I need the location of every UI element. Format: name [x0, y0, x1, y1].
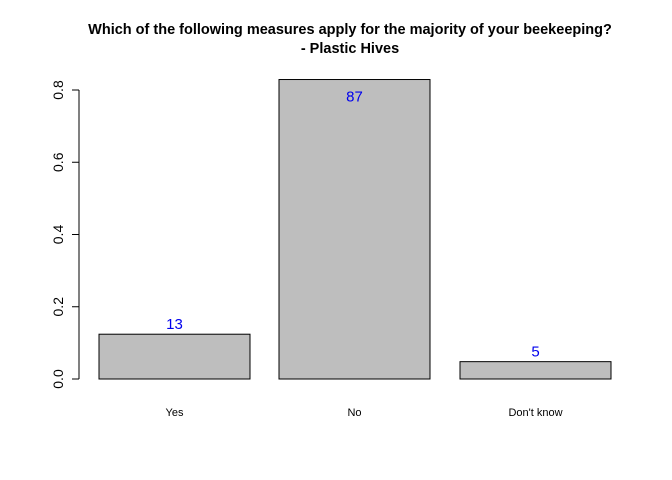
data-label: 5 — [531, 344, 539, 361]
x-category-label: Yes — [166, 407, 184, 419]
y-tick-label: 0.6 — [50, 152, 66, 172]
chart-title-line-2: - Plastic Hives — [300, 41, 400, 57]
bar-1 — [278, 79, 431, 380]
x-category-label: Don't know — [508, 407, 562, 419]
y-tick-label: 0.2 — [50, 297, 66, 317]
chart-title-line-1: Which of the following measures apply fo… — [88, 22, 612, 38]
data-label: 87 — [346, 89, 363, 106]
data-label: 13 — [166, 316, 183, 333]
y-tick-label: 0.0 — [50, 369, 66, 389]
x-category-label: No — [347, 407, 361, 419]
y-tick-label: 0.4 — [50, 225, 66, 245]
y-tick-label: 0.8 — [50, 80, 66, 100]
bar-2 — [459, 361, 612, 380]
bar-0 — [98, 333, 251, 380]
